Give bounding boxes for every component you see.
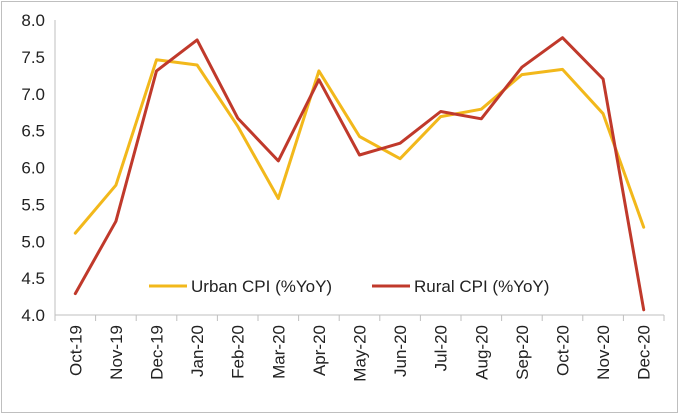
y-tick-label: 5.5: [21, 195, 45, 214]
x-tick-label: Jul-20: [432, 325, 451, 371]
x-tick-label: Oct-20: [554, 325, 573, 376]
y-tick-labels: 4.0 4.5 5.0 5.5 6.0 6.5 7.0 7.5 8.0: [21, 11, 45, 325]
series-layer: [73, 36, 646, 312]
x-tick-label: Sep-20: [513, 325, 532, 380]
x-tick-label: May-20: [351, 325, 370, 382]
x-tick-label: Dec-19: [148, 325, 167, 380]
y-tick-label: 6.5: [21, 122, 45, 141]
x-tick-label: Jan-20: [188, 325, 207, 377]
x-tick-label: Oct-19: [66, 325, 85, 376]
x-tick-label: Feb-20: [229, 325, 248, 379]
x-tick-label: Aug-20: [472, 325, 491, 380]
series-line-urban: [73, 58, 646, 235]
y-tick-label: 4.0: [21, 306, 45, 325]
y-tick-label: 6.0: [21, 159, 45, 178]
y-tick-label: 7.5: [21, 48, 45, 67]
x-tick-label: Mar-20: [269, 325, 288, 379]
x-tick-labels: Oct-19 Nov-19 Dec-19 Jan-20 Feb-20 Mar-20 Apr-…: [66, 325, 653, 382]
y-tick-label: 5.0: [21, 232, 45, 251]
legend-label: Rural CPI (%YoY): [414, 277, 549, 296]
legend-label: Urban CPI (%YoY): [191, 277, 332, 296]
x-tick-marks: [54, 315, 665, 321]
y-tick-label: 7.0: [21, 85, 45, 104]
x-tick-label: Dec-20: [635, 325, 654, 380]
x-tick-label: Nov-19: [107, 325, 126, 380]
y-tick-label: 4.5: [21, 269, 45, 288]
x-tick-label: Apr-20: [310, 325, 329, 376]
x-tick-label: Jun-20: [391, 325, 410, 377]
x-tick-label: Nov-20: [594, 325, 613, 380]
series-line-rural: [73, 36, 646, 312]
legend: Urban CPI (%YoY) Rural CPI (%YoY): [149, 277, 549, 296]
y-tick-label: 8.0: [21, 11, 45, 30]
